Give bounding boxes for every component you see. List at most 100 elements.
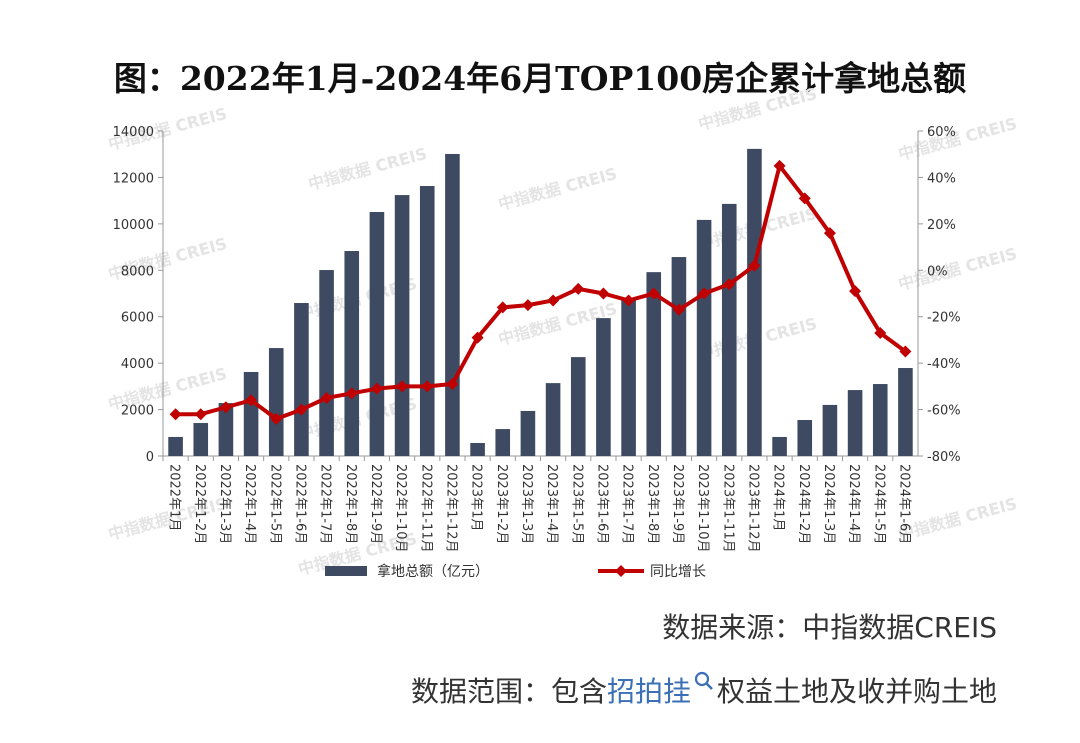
bar bbox=[419, 186, 435, 456]
line-marker bbox=[270, 412, 283, 425]
bar bbox=[772, 436, 787, 456]
line-marker bbox=[421, 380, 434, 393]
x-tick-label: 2023年1-4月 bbox=[544, 464, 559, 544]
watermark: 中指数据 CREIS bbox=[896, 244, 1019, 294]
y2-tick-label: -80% bbox=[927, 450, 961, 465]
line-marker bbox=[496, 301, 509, 314]
line-marker bbox=[597, 287, 610, 300]
x-tick-label: 2023年1-7月 bbox=[620, 464, 635, 544]
x-tick-label: 2022年1-11月 bbox=[418, 464, 433, 553]
bar bbox=[268, 348, 284, 456]
line-marker bbox=[245, 394, 258, 407]
x-tick-label: 2024年1-5月 bbox=[871, 464, 886, 544]
x-tick-label: 2022年1-8月 bbox=[343, 464, 358, 544]
x-tick-label: 2024年1-6月 bbox=[896, 464, 911, 544]
legend-label: 拿地总额（亿元） bbox=[377, 563, 489, 580]
x-tick-label: 2023年1月 bbox=[469, 464, 484, 531]
scope-note: 数据范围：包含招拍挂 权益土地及收并购土地 bbox=[411, 670, 997, 710]
bar bbox=[797, 420, 813, 456]
y2-tick-label: 40% bbox=[927, 171, 956, 186]
x-tick-label: 2022年1-9月 bbox=[368, 464, 383, 544]
watermark: 中指数据 CREIS bbox=[306, 144, 429, 194]
line-marker bbox=[723, 278, 736, 291]
bar bbox=[168, 436, 183, 456]
bar bbox=[394, 195, 410, 457]
y2-tick-label: 60% bbox=[927, 125, 956, 140]
line-marker bbox=[446, 378, 459, 391]
bar bbox=[445, 153, 460, 456]
line-marker bbox=[572, 282, 585, 295]
y-tick-label: 4000 bbox=[121, 357, 154, 372]
y2-tick-label: -40% bbox=[927, 357, 961, 372]
y-tick-label: 10000 bbox=[113, 218, 154, 233]
x-tick-label: 2024年1-2月 bbox=[796, 464, 811, 544]
scope-suffix: 权益土地及收并购土地 bbox=[716, 675, 997, 708]
x-tick-label: 2022年1-3月 bbox=[217, 464, 232, 544]
chart: 图：2022年1月-2024年6月TOP100房企累计拿地总额 中指数据 CRE… bbox=[106, 59, 1019, 580]
y2-tick-label: 20% bbox=[927, 218, 956, 233]
scope-prefix: 数据范围：包含 bbox=[410, 675, 607, 708]
x-tick-label: 2023年1-8月 bbox=[645, 464, 660, 544]
watermark: 中指数据 CREIS bbox=[896, 494, 1019, 544]
bar bbox=[545, 383, 561, 456]
x-tick-label: 2022年1月 bbox=[167, 464, 182, 531]
legend-swatch bbox=[325, 566, 367, 576]
bar bbox=[243, 371, 259, 456]
line-marker bbox=[672, 303, 685, 316]
y2-tick-label: -60% bbox=[927, 404, 961, 419]
scope-link[interactable]: 招拍挂 bbox=[606, 675, 691, 708]
search-icon[interactable] bbox=[691, 670, 717, 700]
line-marker bbox=[547, 294, 560, 307]
bar bbox=[495, 429, 511, 456]
x-tick-label: 2023年1-6月 bbox=[594, 464, 609, 544]
y2-tick-label: -20% bbox=[927, 311, 961, 326]
line-marker bbox=[698, 287, 711, 300]
x-tick-label: 2024年1-3月 bbox=[821, 464, 836, 544]
bar bbox=[193, 423, 209, 456]
line-marker bbox=[899, 345, 912, 358]
line-marker bbox=[622, 294, 635, 307]
x-tick-label: 2023年1-12月 bbox=[745, 464, 760, 553]
bar bbox=[646, 272, 662, 456]
x-tick-label: 2022年1-6月 bbox=[292, 464, 307, 544]
line-marker bbox=[521, 299, 534, 312]
legend-label: 同比增长 bbox=[650, 564, 706, 580]
line-marker bbox=[370, 382, 383, 395]
y-tick-label: 2000 bbox=[121, 404, 154, 419]
x-tick-label: 2023年1-11月 bbox=[720, 464, 735, 553]
chart-title: 图：2022年1月-2024年6月TOP100房企累计拿地总额 bbox=[114, 59, 966, 98]
x-tick-label: 2023年1-9月 bbox=[670, 464, 685, 544]
legend-swatch bbox=[615, 565, 627, 577]
y-tick-label: 14000 bbox=[113, 125, 154, 140]
line-marker bbox=[194, 408, 207, 421]
bar bbox=[822, 404, 838, 456]
line-marker bbox=[798, 192, 811, 205]
bar bbox=[294, 303, 309, 456]
line-marker bbox=[169, 408, 182, 421]
bar bbox=[872, 384, 888, 456]
bar bbox=[596, 318, 611, 456]
bar bbox=[470, 443, 485, 456]
bar bbox=[570, 357, 586, 456]
line-marker bbox=[773, 159, 786, 172]
line-marker bbox=[849, 285, 862, 298]
line-marker bbox=[345, 387, 358, 400]
line-marker bbox=[748, 259, 761, 272]
bar bbox=[621, 300, 636, 456]
x-tick-label: 2024年1-4月 bbox=[846, 464, 861, 544]
watermark: 中指数据 CREIS bbox=[896, 114, 1019, 164]
bar bbox=[747, 148, 762, 456]
bar bbox=[696, 219, 712, 456]
x-tick-label: 2023年1-3月 bbox=[519, 464, 534, 544]
bar bbox=[319, 270, 334, 456]
line-marker bbox=[396, 380, 409, 393]
bar bbox=[520, 410, 536, 456]
bar bbox=[218, 403, 234, 456]
source-note: 数据来源：中指数据CREIS bbox=[662, 611, 997, 644]
x-tick-label: 2023年1-2月 bbox=[494, 464, 509, 544]
bar bbox=[847, 390, 863, 456]
bar bbox=[344, 251, 360, 456]
x-tick-label: 2022年1-4月 bbox=[242, 464, 257, 544]
x-tick-label: 2022年1-5月 bbox=[267, 464, 282, 544]
